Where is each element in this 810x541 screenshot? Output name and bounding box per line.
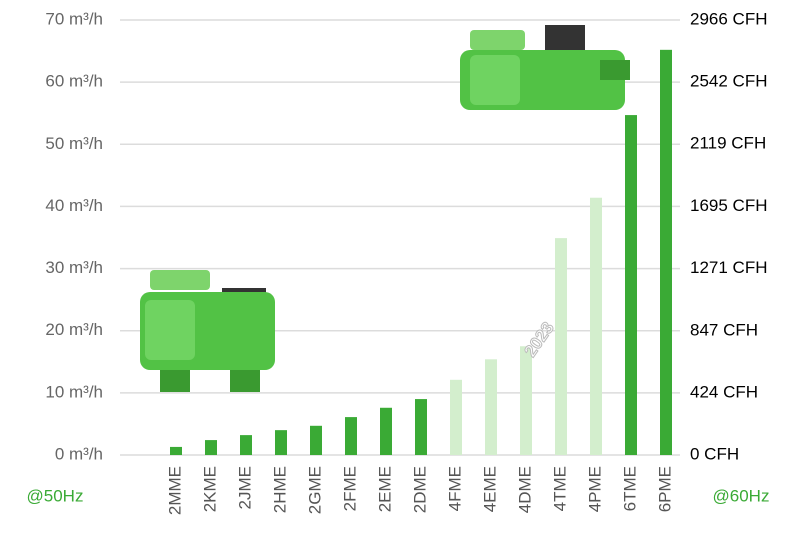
x-tick-label: 2FME: [340, 466, 359, 511]
bar: [415, 399, 427, 455]
y-tick-label: 60 m³/h: [45, 72, 103, 91]
y2-tick-label: 847 CFH: [690, 320, 758, 339]
y2-tick-label: 2542 CFH: [690, 72, 767, 91]
x-tick-label: 2EME: [375, 466, 394, 512]
bar: [170, 446, 182, 455]
x-tick-label: 2HME: [270, 466, 289, 513]
x-tick-label: 2GME: [305, 466, 324, 514]
bar: [625, 115, 637, 455]
bar: [345, 417, 357, 455]
y-tick-label: 40 m³/h: [45, 196, 103, 215]
y2-tick-label: 0 CFH: [690, 444, 739, 463]
bar: [520, 346, 532, 455]
y2-tick-label: 1271 CFH: [690, 258, 767, 277]
y-tick-label: 0 m³/h: [55, 444, 103, 463]
y2-tick-label: 2119 CFH: [690, 134, 766, 153]
frequency-note: @60Hz: [713, 486, 770, 505]
x-tick-label: 2DME: [410, 466, 429, 513]
x-tick-label: 2JME: [235, 466, 254, 509]
y2-tick-label: 1695 CFH: [690, 196, 767, 215]
x-tick-label: 2KME: [200, 466, 219, 512]
bar: [555, 238, 567, 455]
y-tick-label: 10 m³/h: [45, 382, 103, 401]
y2-tick-label: 2966 CFH: [690, 9, 767, 28]
bar: [240, 435, 252, 455]
x-tick-label: 6PME: [655, 466, 674, 512]
frequency-note: @50Hz: [27, 486, 84, 505]
watermark: 2023: [521, 318, 558, 360]
bar: [660, 49, 672, 455]
y-tick-label: 20 m³/h: [45, 320, 103, 339]
y-tick-label: 30 m³/h: [45, 258, 103, 277]
bar: [275, 430, 287, 455]
x-tick-label: 4DME: [515, 466, 534, 513]
bar: [590, 197, 602, 455]
x-tick-label: 4FME: [445, 466, 464, 511]
x-tick-label: 2MME: [165, 466, 184, 515]
x-tick-label: 6TME: [620, 466, 639, 511]
x-tick-label: 4TME: [550, 466, 569, 511]
y-tick-label: 50 m³/h: [45, 134, 103, 153]
x-tick-label: 4EME: [480, 466, 499, 512]
bar: [450, 379, 462, 455]
y-tick-label: 70 m³/h: [45, 9, 103, 28]
bar: [485, 359, 497, 455]
bar: [380, 407, 392, 455]
x-tick-label: 4PME: [585, 466, 604, 512]
bar: [310, 425, 322, 455]
bar: [205, 440, 217, 455]
compressor-image-large: [460, 25, 630, 110]
y2-tick-label: 424 CFH: [690, 382, 758, 401]
compressor-image-small: [140, 270, 275, 392]
